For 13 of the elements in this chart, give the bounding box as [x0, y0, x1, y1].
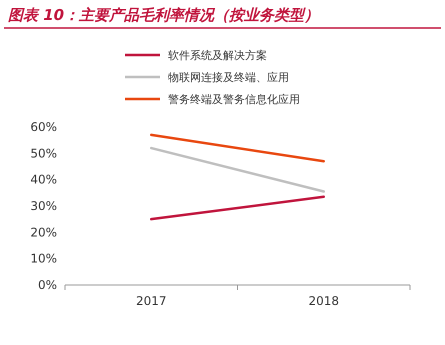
y-tick-label: 10% — [30, 252, 57, 266]
y-tick-label: 40% — [30, 172, 57, 187]
x-tick-label: 2017 — [136, 294, 167, 308]
y-tick-label: 50% — [30, 146, 57, 160]
y-tick-label: 20% — [30, 225, 57, 240]
legend-label: 警务终端及警务信息化应用 — [168, 93, 300, 106]
y-tick-label: 0% — [38, 278, 57, 292]
y-tick-label: 30% — [30, 199, 57, 213]
title: 图表 10：主要产品毛利率情况（按业务类型） — [8, 6, 320, 24]
legend-label: 软件系统及解决方案 — [168, 49, 267, 62]
x-tick-label: 2018 — [308, 294, 340, 308]
legend-label: 物联网连接及终端、应用 — [168, 71, 289, 84]
y-tick-label: 60% — [30, 120, 57, 134]
